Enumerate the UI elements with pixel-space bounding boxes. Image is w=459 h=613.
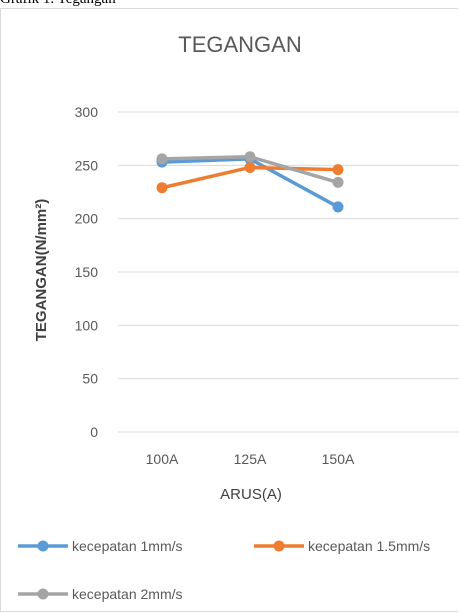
legend-item: kecepatan 2mm/s: [18, 586, 183, 602]
legend: kecepatan 1mm/s kecepatan 1.5mm/s kecepata…: [18, 538, 430, 602]
legend-item: kecepatan 1mm/s: [18, 538, 183, 554]
x-axis-label: ARUS(A): [220, 486, 282, 503]
y-tick-label: 250: [75, 157, 99, 173]
y-tick-label: 50: [82, 371, 98, 387]
chart-title: TEGANGAN: [178, 32, 301, 57]
y-tick-label: 0: [90, 424, 98, 440]
data-point: [157, 182, 168, 193]
x-tick-labels: 100A 125A 150A: [146, 451, 355, 467]
data-point: [333, 177, 344, 188]
legend-swatch-marker: [274, 541, 285, 552]
legend-swatch-marker: [38, 589, 49, 600]
y-tick-label: 200: [75, 211, 99, 227]
y-tick-label: 150: [75, 264, 99, 280]
y-axis-label: TEGANGAN(N/mm²): [33, 199, 50, 342]
y-tick-label: 100: [75, 317, 99, 333]
data-point: [333, 164, 344, 175]
legend-item: kecepatan 1.5mm/s: [254, 538, 430, 554]
y-tick-label: 300: [75, 104, 99, 120]
y-tick-labels: 0 50 100 150 200 250 300: [75, 104, 99, 440]
data-point: [245, 162, 256, 173]
x-tick-label: 125A: [234, 451, 267, 467]
data-point: [333, 201, 344, 212]
legend-label: kecepatan 1.5mm/s: [308, 538, 430, 554]
data-point: [157, 153, 168, 164]
x-tick-label: 100A: [146, 451, 179, 467]
legend-label: kecepatan 2mm/s: [72, 586, 183, 602]
legend-swatch-marker: [38, 541, 49, 552]
series-lines: [157, 151, 344, 212]
legend-label: kecepatan 1mm/s: [72, 538, 183, 554]
x-tick-label: 150A: [322, 451, 355, 467]
data-point: [245, 151, 256, 162]
